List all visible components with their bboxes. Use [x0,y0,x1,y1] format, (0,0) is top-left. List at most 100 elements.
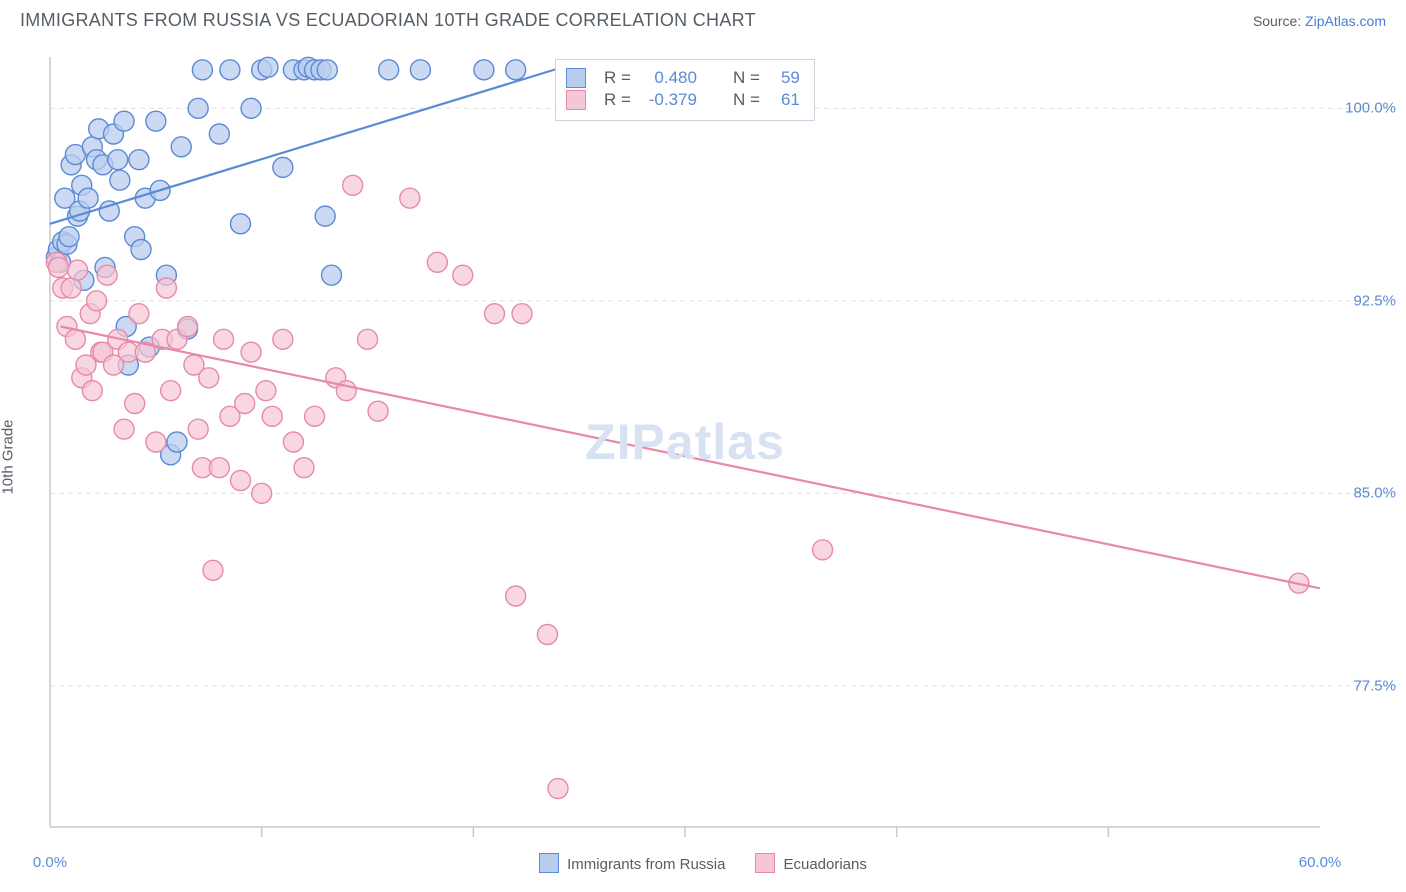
data-point [114,111,134,131]
data-point [400,188,420,208]
data-point [410,60,430,80]
legend-swatch [539,853,559,873]
data-point [548,779,568,799]
data-point [48,257,68,277]
data-point [262,406,282,426]
series-legend: Immigrants from Russia Ecuadorians [0,853,1406,873]
source-label: Source: [1253,13,1301,29]
series-legend-item: Ecuadorians [755,853,866,873]
legend-swatch [755,853,775,873]
data-point [188,419,208,439]
data-point [537,625,557,645]
data-point [156,278,176,298]
correlation-legend-row: R = 0.480 N = 59 [566,68,800,88]
data-point [220,60,240,80]
data-point [315,206,335,226]
data-point [317,60,337,80]
data-point [108,150,128,170]
legend-swatch [566,68,586,88]
data-point [68,260,88,280]
data-point [131,240,151,260]
data-point [474,60,494,80]
legend-n-label: N = [733,90,760,110]
legend-r-label: R = [604,90,631,110]
data-point [178,317,198,337]
legend-n-value: 59 [770,68,800,88]
data-point [146,432,166,452]
source-link[interactable]: ZipAtlas.com [1305,13,1386,29]
correlation-legend: R = 0.480 N = 59 R = -0.379 N = 61 [555,59,815,121]
data-point [322,265,342,285]
data-point [427,252,447,272]
series-1 [46,175,1308,798]
series-legend-label: Ecuadorians [783,856,866,873]
data-point [192,60,212,80]
data-point [343,175,363,195]
data-point [453,265,473,285]
chart-svg [0,37,1406,877]
series-legend-item: Immigrants from Russia [539,853,725,873]
data-point [61,278,81,298]
data-point [241,98,261,118]
data-point [241,342,261,362]
data-point [203,560,223,580]
data-point [59,227,79,247]
data-point [294,458,314,478]
data-point [87,291,107,311]
data-point [82,381,102,401]
data-point [235,394,255,414]
series-legend-label: Immigrants from Russia [567,856,725,873]
chart-area: 10th Grade ZIPatlas77.5%85.0%92.5%100.0%… [0,37,1406,877]
data-point [114,419,134,439]
data-point [231,471,251,491]
data-point [252,483,272,503]
y-tick-label: 77.5% [1353,677,1396,694]
data-point [273,329,293,349]
correlation-legend-row: R = -0.379 N = 61 [566,90,800,110]
data-point [78,188,98,208]
data-point [110,170,130,190]
data-point [129,304,149,324]
legend-r-label: R = [604,68,631,88]
series-0 [46,57,525,465]
data-point [258,57,278,77]
data-point [305,406,325,426]
data-point [167,432,187,452]
data-point [188,98,208,118]
y-tick-label: 100.0% [1345,100,1396,117]
data-point [171,137,191,157]
data-point [125,394,145,414]
data-point [379,60,399,80]
data-point [97,265,117,285]
data-point [231,214,251,234]
data-point [129,150,149,170]
legend-r-value: -0.379 [641,90,697,110]
data-point [273,157,293,177]
data-point [506,586,526,606]
data-point [283,432,303,452]
data-point [161,381,181,401]
legend-n-value: 61 [770,90,800,110]
regression-line [61,327,1320,589]
legend-swatch [566,90,586,110]
data-point [214,329,234,349]
data-point [65,329,85,349]
chart-header: IMMIGRANTS FROM RUSSIA VS ECUADORIAN 10T… [0,0,1406,37]
y-tick-label: 92.5% [1353,292,1396,309]
data-point [199,368,219,388]
legend-n-label: N = [733,68,760,88]
data-point [256,381,276,401]
data-point [146,111,166,131]
data-point [368,401,388,421]
data-point [358,329,378,349]
y-tick-label: 85.0% [1353,485,1396,502]
regression-line [50,62,579,224]
data-point [209,124,229,144]
data-point [485,304,505,324]
data-point [512,304,532,324]
data-point [813,540,833,560]
legend-r-value: 0.480 [641,68,697,88]
data-point [209,458,229,478]
data-point [506,60,526,80]
chart-source: Source: ZipAtlas.com [1253,13,1386,29]
